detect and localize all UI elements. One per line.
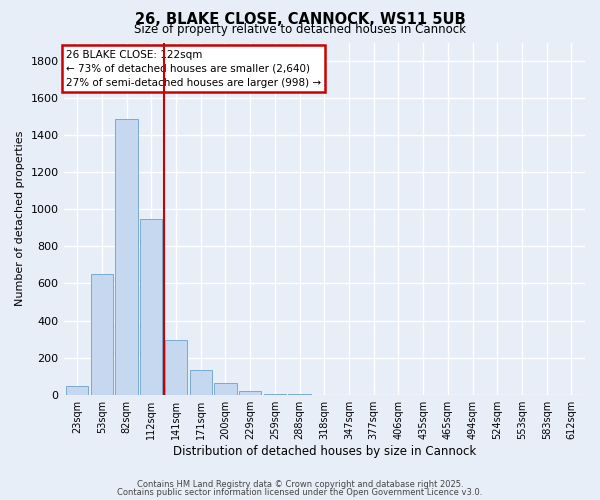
Y-axis label: Number of detached properties: Number of detached properties xyxy=(15,131,25,306)
Bar xyxy=(115,118,137,394)
X-axis label: Distribution of detached houses by size in Cannock: Distribution of detached houses by size … xyxy=(173,444,476,458)
Bar xyxy=(91,274,113,394)
Bar xyxy=(214,382,236,394)
Text: Contains public sector information licensed under the Open Government Licence v3: Contains public sector information licen… xyxy=(118,488,482,497)
Text: Contains HM Land Registry data © Crown copyright and database right 2025.: Contains HM Land Registry data © Crown c… xyxy=(137,480,463,489)
Text: Size of property relative to detached houses in Cannock: Size of property relative to detached ho… xyxy=(134,24,466,36)
Bar xyxy=(66,386,88,394)
Bar xyxy=(190,370,212,394)
Bar xyxy=(140,218,163,394)
Text: 26, BLAKE CLOSE, CANNOCK, WS11 5UB: 26, BLAKE CLOSE, CANNOCK, WS11 5UB xyxy=(134,12,466,28)
Text: 26 BLAKE CLOSE: 122sqm
← 73% of detached houses are smaller (2,640)
27% of semi-: 26 BLAKE CLOSE: 122sqm ← 73% of detached… xyxy=(66,50,321,88)
Bar xyxy=(239,391,261,394)
Bar xyxy=(165,340,187,394)
